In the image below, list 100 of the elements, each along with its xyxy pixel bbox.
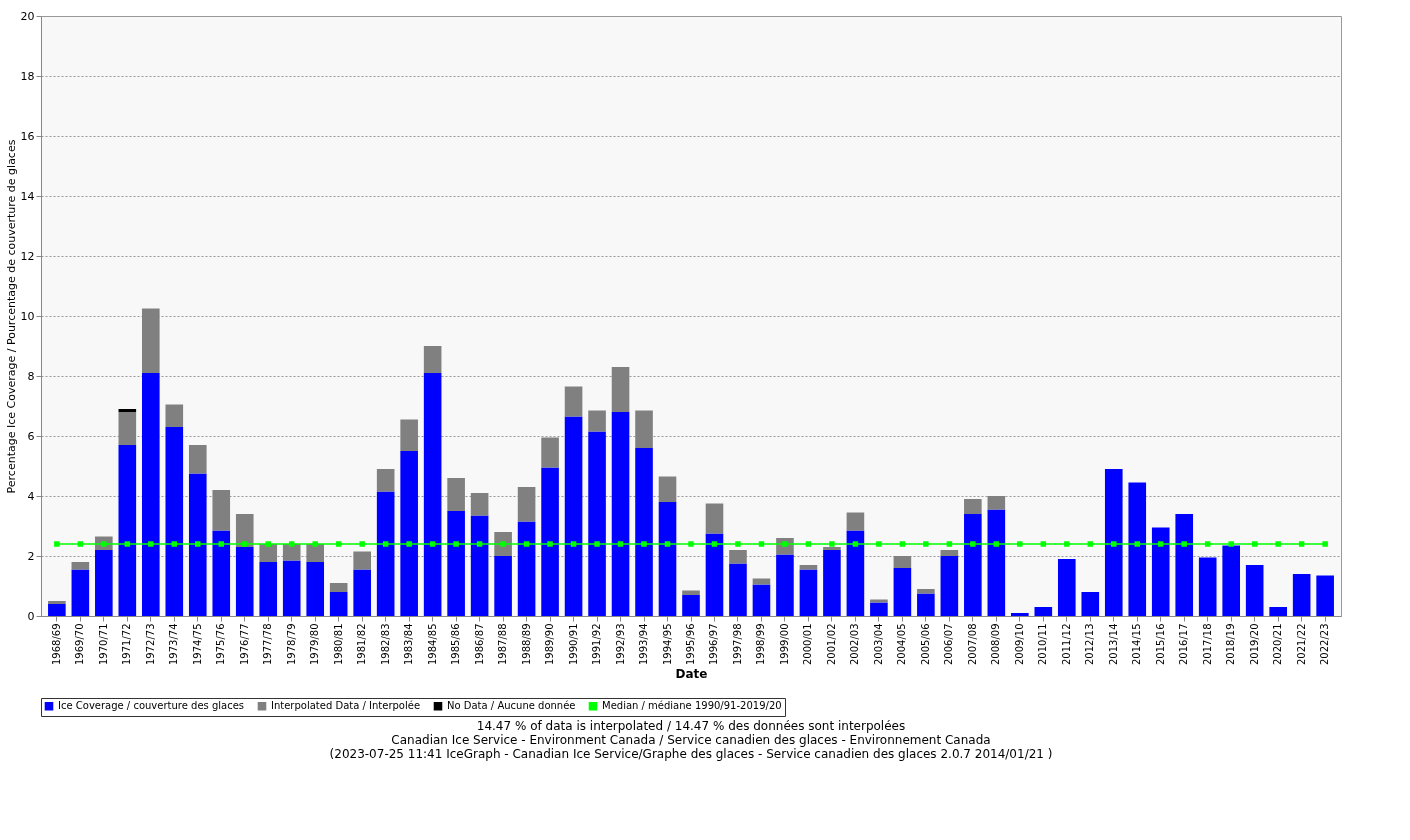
y-tick-label: 20 [20, 9, 35, 23]
bar [1128, 482, 1147, 616]
bar [799, 565, 818, 570]
y-tick-label: 10 [20, 309, 35, 323]
x-tick-label: 2006/07 [943, 623, 955, 666]
x-tick-label: 1973/74 [168, 623, 180, 666]
x-tick-label: 2012/13 [1084, 623, 1096, 666]
bar [400, 451, 418, 616]
x-tick-label: 2010/11 [1037, 623, 1049, 666]
x-tick-label: 2003/04 [872, 623, 884, 666]
y-tick-label: 8 [27, 369, 35, 383]
y-axis-title: Percentage Ice Coverage / Pourcentage de couverture de glaces [4, 139, 18, 494]
bar [588, 431, 606, 616]
x-tick-label: 1971/72 [121, 623, 133, 666]
bar [682, 595, 700, 616]
x-tick-label: 1978/79 [285, 623, 297, 666]
x-tick-label: 1984/85 [426, 623, 438, 666]
bar [1081, 592, 1100, 616]
bar [353, 569, 371, 616]
bar [235, 547, 254, 616]
bar [188, 473, 207, 616]
bar [846, 512, 865, 531]
bar [752, 578, 771, 585]
y-tick-label: 14 [20, 189, 35, 203]
bar [188, 445, 207, 474]
bar [141, 308, 160, 373]
x-tick-label: 1989/90 [544, 623, 556, 666]
y-tick-label: 12 [20, 249, 35, 263]
x-tick-label: 1991/92 [591, 623, 603, 666]
bar [517, 487, 536, 522]
bar [658, 502, 677, 616]
bar [1034, 607, 1053, 616]
x-tick-label: 2016/17 [1178, 623, 1190, 666]
x-tick-label: 1998/99 [755, 623, 767, 666]
bar [682, 590, 700, 595]
x-tick-label: 1976/77 [238, 623, 250, 666]
bar [729, 550, 747, 564]
x-tick-label: 1995/96 [685, 623, 696, 666]
bar [564, 386, 583, 417]
bar [1245, 565, 1264, 616]
bar [541, 437, 559, 468]
y-tick-label: 6 [27, 429, 35, 443]
bar [235, 514, 254, 547]
x-tick-label: 2001/02 [825, 623, 837, 666]
bar [1104, 469, 1123, 616]
x-tick-label: 1993/94 [638, 623, 650, 666]
bar [917, 589, 935, 594]
bar [752, 584, 771, 616]
bar [1222, 545, 1241, 616]
x-tick-label: 2009/10 [1013, 623, 1025, 666]
bar [1198, 557, 1217, 616]
x-tick-label: 2007/08 [966, 623, 978, 666]
bar [400, 419, 418, 451]
bar [48, 601, 66, 604]
bar [353, 551, 371, 570]
bar [893, 568, 912, 616]
bar [376, 469, 395, 492]
bar [282, 560, 301, 616]
x-tick-label: 1997/98 [731, 623, 743, 666]
bar [1292, 574, 1311, 616]
x-tick-label: 2008/09 [990, 623, 1002, 666]
bar [48, 604, 66, 616]
x-tick-label: 2014/15 [1131, 623, 1143, 666]
bar [823, 550, 841, 616]
x-tick-label: 1981/82 [356, 623, 368, 666]
x-tick-label: 2011/12 [1060, 623, 1072, 666]
x-axis-title: Date [675, 667, 708, 682]
bar [1316, 575, 1334, 616]
x-tick-label: 1975/76 [215, 623, 227, 666]
bar [118, 445, 137, 616]
x-tick-label: 2013/14 [1107, 623, 1119, 666]
x-tick-label: 2018/19 [1225, 623, 1237, 666]
bar [611, 367, 630, 412]
bar [470, 493, 489, 516]
bar [423, 346, 442, 373]
legend-label: Median / médiane 1990/91-2019/20 [602, 700, 782, 712]
bar [705, 533, 724, 616]
legend-label: Ice Coverage / couverture des glaces [58, 700, 245, 712]
bar [541, 467, 559, 616]
x-tick-label: 2021/22 [1295, 623, 1307, 666]
bar [1011, 613, 1029, 616]
bar [1269, 607, 1287, 616]
x-tick-label: 2000/01 [802, 623, 814, 666]
x-tick-label: 2005/06 [919, 623, 931, 666]
bar [917, 593, 935, 616]
bar [729, 563, 747, 616]
x-tick-label: 1983/84 [403, 623, 415, 666]
bar [964, 514, 982, 616]
bar [95, 550, 113, 616]
bar [1057, 559, 1076, 616]
bar [71, 569, 90, 616]
bar [118, 412, 137, 445]
bar [517, 521, 536, 616]
y-tick-label: 16 [20, 129, 35, 143]
bar [588, 410, 606, 432]
x-tick-label: 1994/95 [661, 623, 673, 666]
bar [329, 583, 348, 592]
x-tick-label: 1974/75 [191, 623, 203, 666]
legend-label: Interpolated Data / Interpolée [271, 700, 421, 712]
x-tick-label: 1979/80 [309, 623, 321, 666]
